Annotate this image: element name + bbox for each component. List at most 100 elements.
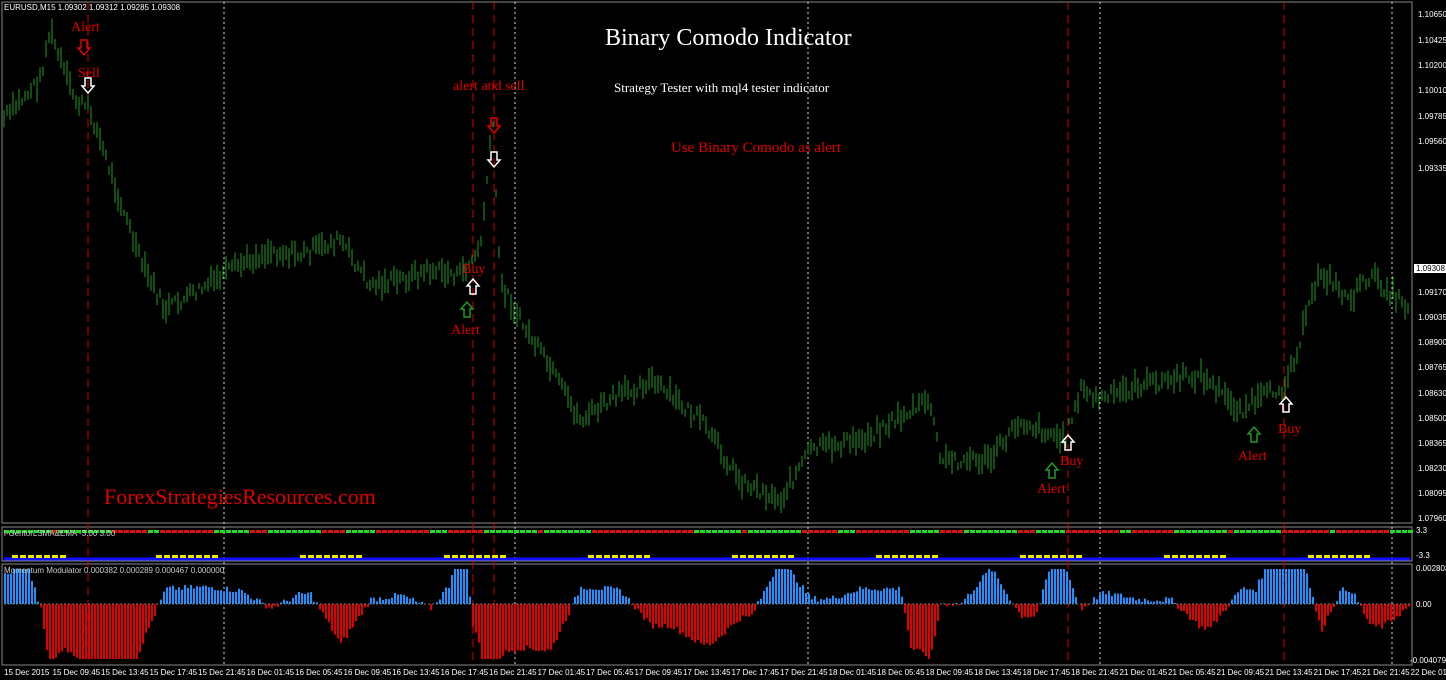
momentum-bar: [286, 600, 288, 604]
lsma-segment: [664, 530, 669, 533]
lsma-segment: [514, 530, 519, 533]
momentum-bar: [952, 604, 954, 607]
lsma-segment: [982, 530, 987, 533]
lsma-segment: [358, 530, 363, 533]
lsma-segment: [1222, 530, 1227, 533]
momentum-bar: [223, 591, 225, 604]
lsma-segment: [616, 530, 621, 533]
momentum-bar: [646, 604, 648, 619]
lsma-segment: [1336, 530, 1341, 533]
lsma-segment: [778, 530, 783, 533]
momentum-bar: [1300, 569, 1302, 604]
lsma-segment: [466, 530, 471, 533]
lsma-segment: [292, 530, 297, 533]
momentum-bar: [337, 604, 339, 639]
lsma-segment: [304, 530, 309, 533]
ema-segment: [740, 555, 746, 558]
momentum-bar: [1027, 604, 1029, 618]
ema-segment: [324, 555, 330, 558]
lsma-segment: [436, 530, 441, 533]
lsma-segment: [934, 530, 939, 533]
momentum-bar: [220, 590, 222, 604]
momentum-bar: [58, 604, 60, 654]
momentum-bar: [937, 604, 939, 621]
lsma-segment: [1186, 530, 1191, 533]
time-axis-label: 17 Dec 09:45: [634, 668, 683, 677]
momentum-bar: [730, 604, 732, 626]
momentum-bar: [388, 599, 390, 604]
lsma-segment: [562, 530, 567, 533]
alert-arrow-icon: [1246, 425, 1262, 443]
momentum-bar: [1390, 604, 1392, 622]
lsma-segment: [886, 530, 891, 533]
momentum-bar: [511, 604, 513, 652]
momentum-bar: [202, 585, 204, 604]
momentum-bar: [526, 604, 528, 646]
momentum-bar: [28, 569, 30, 604]
momentum-bar: [1045, 579, 1047, 604]
momentum-bar: [208, 587, 210, 604]
ema-segment: [1028, 555, 1034, 558]
lsma-segment: [1402, 530, 1407, 533]
ema-segment: [1356, 555, 1362, 558]
lsma-segment: [22, 530, 27, 533]
momentum-bar: [1261, 578, 1263, 604]
price-scale-label: 1.09035: [1418, 313, 1446, 322]
lsma-segment: [88, 530, 93, 533]
ema-segment: [1196, 555, 1202, 558]
momentum-bar: [196, 586, 198, 604]
lsma-segment: [46, 530, 51, 533]
momentum-bar: [1075, 597, 1077, 604]
momentum-bar: [976, 587, 978, 604]
lsma-segment: [496, 530, 501, 533]
momentum-bar: [457, 569, 459, 604]
momentum-bar: [664, 604, 666, 624]
indicator1-scale-bottom: -3.3: [1416, 551, 1430, 560]
momentum-bar: [1321, 604, 1323, 632]
lsma-segment: [784, 530, 789, 533]
momentum-bar: [1222, 604, 1224, 612]
momentum-bar: [589, 588, 591, 604]
lsma-segment: [454, 530, 459, 533]
momentum-bar: [706, 604, 708, 644]
momentum-bar: [1228, 604, 1230, 607]
momentum-bar: [820, 599, 822, 604]
time-axis-label: 17 Dec 13:45: [683, 668, 731, 677]
momentum-bar: [1219, 604, 1221, 616]
momentum-bar: [853, 592, 855, 604]
momentum-bar: [1408, 604, 1410, 607]
momentum-bar: [1339, 590, 1341, 604]
momentum-bar: [1072, 588, 1074, 604]
momentum-bar: [856, 591, 858, 604]
momentum-bar: [1123, 597, 1125, 604]
momentum-bar: [1348, 592, 1350, 604]
lsma-segment: [1330, 530, 1335, 533]
momentum-bar: [1030, 604, 1032, 617]
lsma-segment: [532, 530, 537, 533]
ema-segment: [876, 555, 882, 558]
lsma-segment: [1228, 530, 1233, 533]
momentum-bar: [934, 604, 936, 637]
momentum-bar: [562, 604, 564, 624]
momentum-bar: [505, 604, 507, 651]
lsma-segment: [76, 530, 81, 533]
ema-segment: [916, 555, 922, 558]
ema-segment: [340, 555, 346, 558]
momentum-bar: [640, 604, 642, 613]
momentum-bar: [463, 569, 465, 604]
lsma-segment: [706, 530, 711, 533]
momentum-bar: [865, 587, 867, 604]
indicator1-label: i-GentorLSMA&EMA -3.00 3.00: [4, 529, 116, 538]
momentum-bar: [955, 602, 957, 604]
momentum-bar: [610, 586, 612, 604]
ema-segment: [1044, 555, 1050, 558]
momentum-bar: [211, 587, 213, 604]
momentum-bar: [4, 573, 6, 604]
lsma-segment: [928, 530, 933, 533]
momentum-bar: [346, 604, 348, 638]
ema-segment: [196, 555, 202, 558]
price-scale-label: 1.08765: [1418, 363, 1446, 372]
momentum-bar: [175, 589, 177, 604]
momentum-bar: [838, 598, 840, 604]
